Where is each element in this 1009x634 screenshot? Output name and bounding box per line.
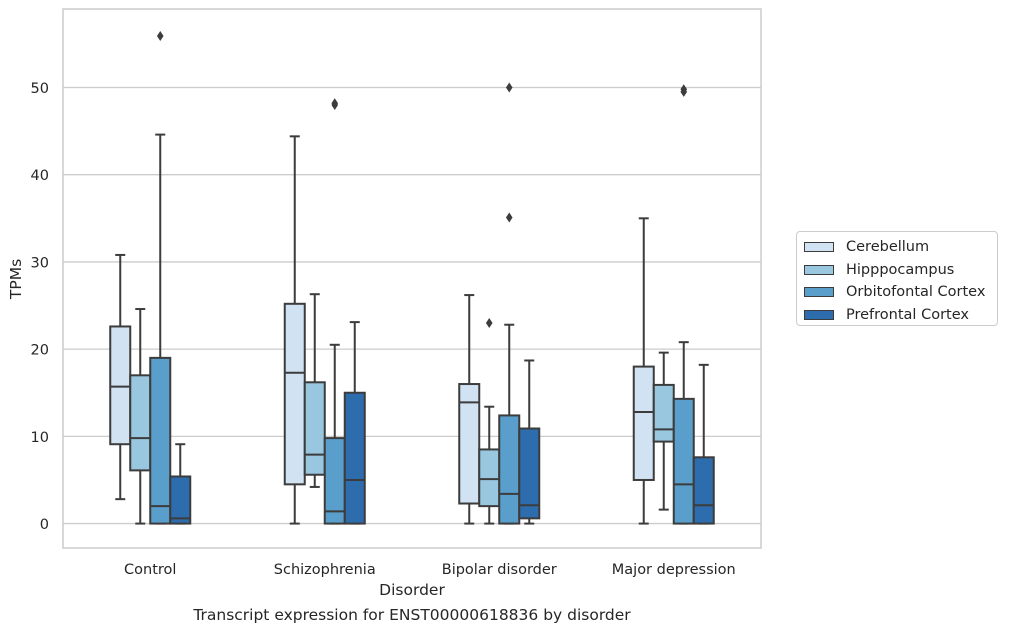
box-iqr (498, 414, 521, 525)
box-group (169, 443, 192, 525)
box-group (343, 321, 366, 525)
box-iqr (652, 383, 675, 443)
legend-label: Orbitofontal Cortex (846, 284, 986, 301)
figure-caption: Transcript expression for ENST0000061883… (193, 606, 631, 624)
legend-item: Hipppocampus (804, 259, 997, 282)
y-tick-label: 40 (31, 168, 49, 184)
y-tick-label: 50 (31, 81, 49, 97)
box-iqr (632, 365, 655, 481)
box-group (458, 294, 481, 525)
x-tick-label: Bipolar disorder (442, 562, 557, 578)
legend-label: Cerebellum (846, 239, 930, 256)
box-iqr (129, 374, 152, 472)
box-group (149, 31, 172, 525)
outlier-point (485, 317, 493, 328)
plot-frame (62, 8, 762, 549)
box-group (129, 308, 152, 525)
box-group (498, 82, 521, 525)
y-tick-label: 20 (31, 343, 49, 359)
box-group (109, 253, 132, 501)
x-tick-label: Control (124, 562, 176, 578)
box-iqr (283, 302, 306, 486)
outlier-point (505, 82, 513, 93)
box-group (323, 98, 346, 525)
legend-label: Hipppocampus (846, 261, 955, 278)
legend-label: Prefrontal Cortex (846, 306, 969, 323)
box-group (672, 84, 695, 525)
box-group (632, 217, 655, 525)
box-group (283, 135, 306, 525)
outlier-point (156, 31, 164, 42)
legend-item: Prefrontal Cortex (804, 304, 997, 327)
x-tick-labels: Control Schizophrenia Bipolar disorder Majo… (124, 562, 736, 578)
box-iqr (478, 448, 501, 508)
y-tick-labels: 0 10 20 30 40 50 (31, 81, 49, 533)
outlier-point (331, 98, 339, 109)
box-iqr (672, 397, 695, 525)
legend-swatch (804, 264, 834, 275)
box-group (518, 359, 541, 525)
box-iqr (303, 381, 326, 476)
box-iqr (692, 456, 715, 525)
legend-item: Cerebellum (804, 236, 997, 259)
box-iqr (518, 427, 541, 520)
box-iqr (169, 475, 192, 525)
legend-item: Orbitofontal Cortex (804, 281, 997, 304)
outlier-point (680, 84, 688, 95)
box-group (303, 293, 326, 488)
box-iqr (149, 356, 172, 525)
x-tick-label: Schizophrenia (274, 562, 376, 578)
legend-swatch (804, 287, 834, 298)
box-groups (109, 31, 715, 525)
box-iqr (458, 383, 481, 505)
legend-swatch (804, 309, 834, 320)
x-tick-label: Major depression (612, 562, 736, 578)
box-group (652, 351, 675, 511)
y-tick-label: 0 (40, 517, 49, 533)
y-tick-label: 10 (31, 430, 49, 446)
y-axis-label: TPMs (7, 259, 25, 300)
y-tick-label: 30 (31, 255, 49, 271)
legend: Cerebellum Hipppocampus Orbitofontal Corte… (796, 231, 998, 326)
box-iqr (109, 325, 132, 446)
box-iqr (343, 391, 366, 525)
box-group (692, 363, 715, 525)
x-axis-label: Disorder (379, 581, 445, 599)
outlier-point (505, 212, 513, 223)
legend-swatch (804, 242, 834, 253)
